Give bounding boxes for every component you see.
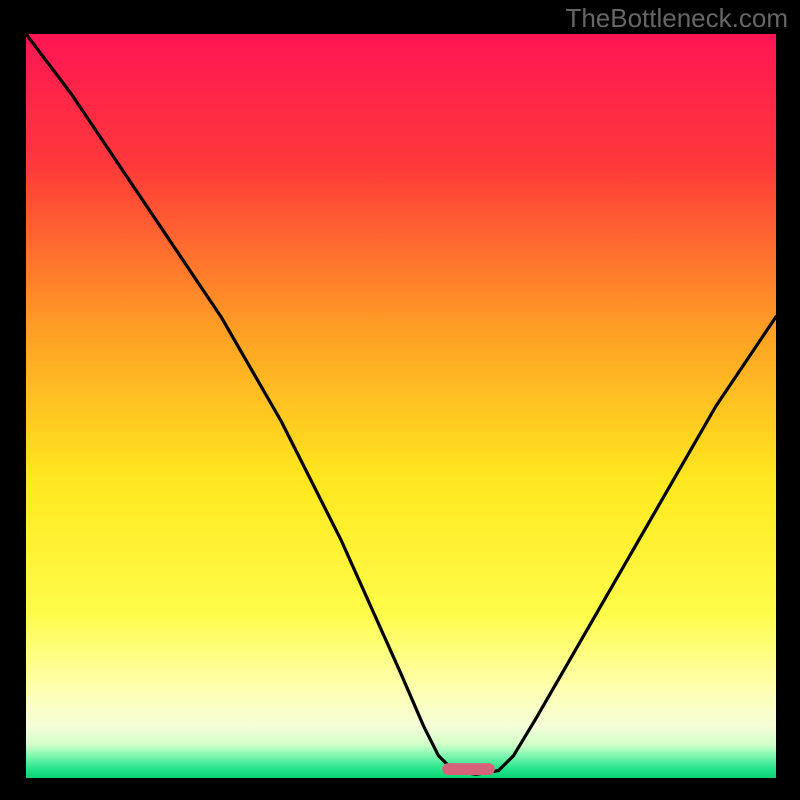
chart-container: TheBottleneck.com <box>0 0 800 800</box>
bottleneck-chart-svg <box>26 34 776 778</box>
attribution-text: TheBottleneck.com <box>565 3 788 34</box>
plot-area <box>26 34 776 778</box>
gradient-background <box>26 34 776 778</box>
optimal-marker <box>442 763 495 775</box>
